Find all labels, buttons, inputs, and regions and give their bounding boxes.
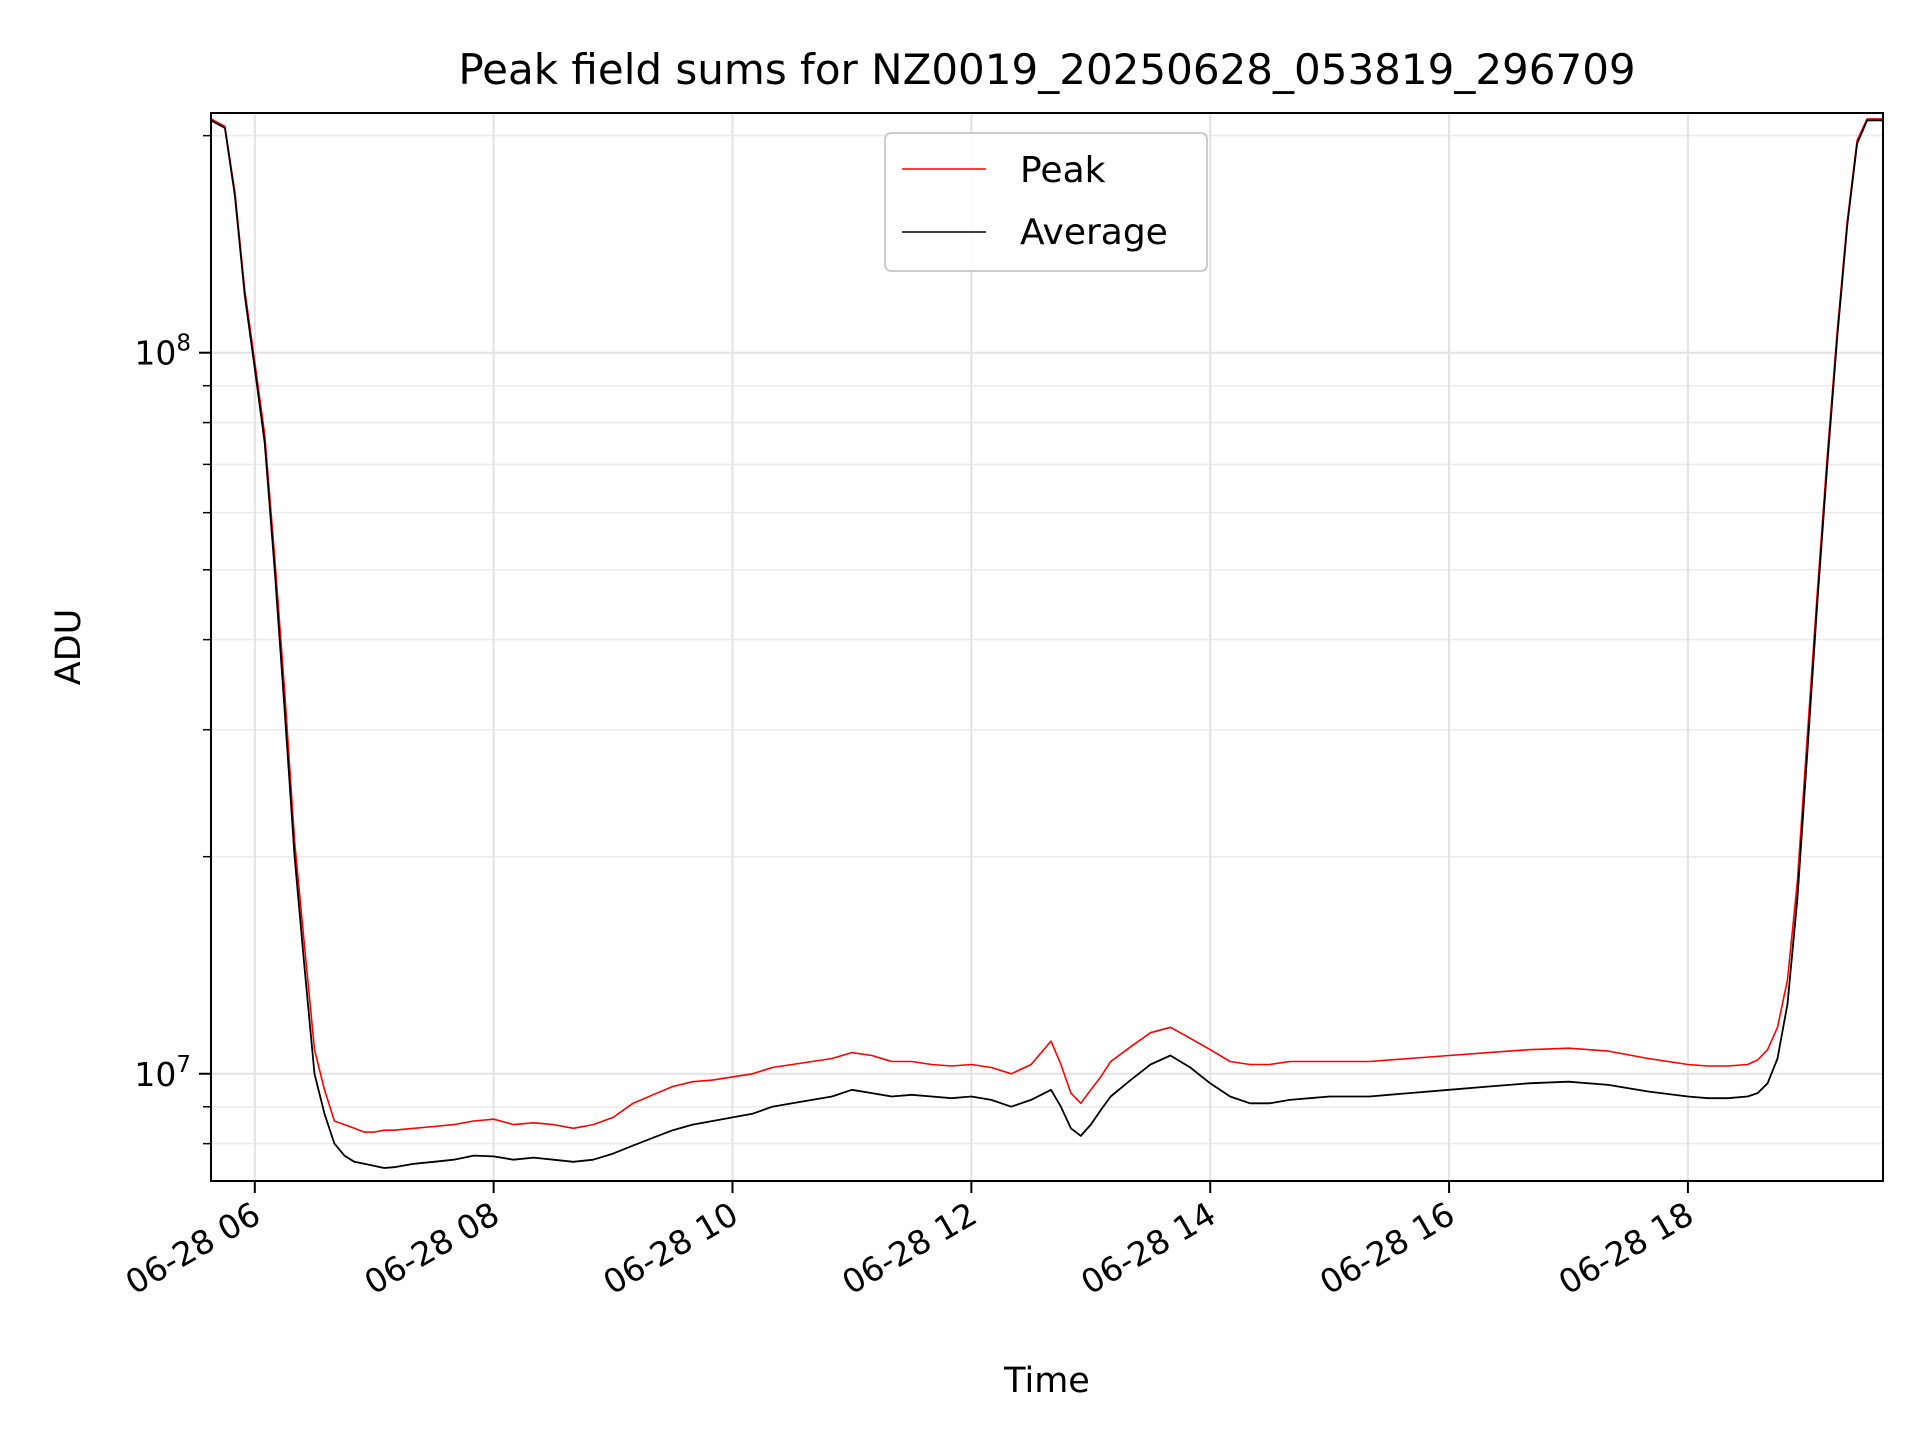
y-axis-label: ADU (49, 609, 89, 686)
legend-frame (884, 132, 1208, 272)
legend-label-peak: Peak (1020, 150, 1106, 191)
x-axis-label: Time (1003, 1361, 1090, 1401)
y-axis: 107 108 (134, 134, 211, 1145)
plot-area (210, 118, 1883, 1169)
chart-title: Peak field sums for NZ0019_20250628_0538… (458, 45, 1635, 94)
y-tick-label: 108 (134, 331, 191, 373)
series-line-peak (210, 118, 1883, 1133)
legend: Peak Average (884, 132, 1208, 272)
y-tick-label: 107 (134, 1052, 191, 1094)
axes-frame (210, 112, 1884, 1182)
legend-label-average: Average (1020, 212, 1168, 253)
series-line-average (210, 119, 1883, 1169)
